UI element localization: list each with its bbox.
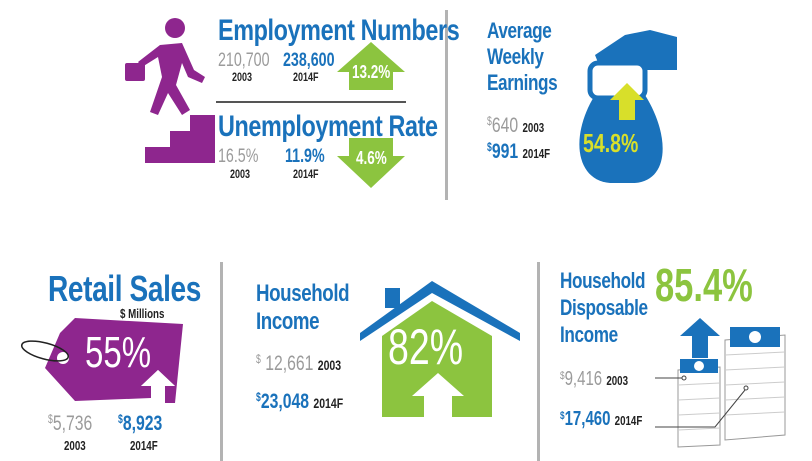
household-title-1: Household bbox=[256, 280, 350, 307]
house-icon bbox=[360, 281, 520, 417]
employment-2014-label: 2014F bbox=[293, 70, 319, 84]
disposable-2014-value: $17,460 2014F bbox=[560, 408, 642, 431]
unemployment-title: Unemployment Rate bbox=[218, 110, 438, 143]
disposable-title-2: Disposable bbox=[560, 295, 648, 320]
currency-symbol: $ bbox=[560, 410, 565, 423]
retail-change: 55% bbox=[85, 328, 152, 377]
earnings-2014-label: 2014F bbox=[522, 146, 551, 161]
callout-lines bbox=[655, 375, 749, 428]
unemployment-2003-value: 16.5% bbox=[218, 146, 259, 167]
disposable-change: 85.4% bbox=[655, 259, 753, 311]
unemployment-change: 4.6% bbox=[356, 148, 387, 168]
currency-symbol: $ bbox=[48, 414, 53, 427]
disposable-title-1: Household bbox=[560, 268, 646, 293]
unemployment-2003-label: 2003 bbox=[230, 167, 251, 181]
employment-title: Employment Numbers bbox=[218, 14, 460, 47]
household-title-2: Income bbox=[256, 308, 320, 335]
earnings-title-1: Average bbox=[487, 18, 552, 43]
retail-title: Retail Sales bbox=[48, 268, 201, 309]
price-tag-icon bbox=[20, 318, 183, 406]
retail-2014-label: 2014F bbox=[130, 438, 158, 453]
retail-2014-amount: 8,923 bbox=[122, 412, 163, 435]
earnings-2003-value: $640 2003 bbox=[487, 114, 544, 138]
employment-2003-value: 210,700 bbox=[218, 50, 270, 71]
disposable-title-3: Income bbox=[560, 322, 618, 347]
employment-2003-label: 2003 bbox=[232, 70, 253, 84]
earnings-2014-amount: 991 bbox=[491, 140, 519, 163]
currency-symbol: $ bbox=[487, 142, 492, 155]
household-2014-amount: 23,048 bbox=[260, 390, 309, 413]
disposable-2003-label: 2003 bbox=[606, 373, 629, 388]
divider-bottom-right bbox=[537, 262, 540, 461]
disposable-2003-amount: 9,416 bbox=[564, 368, 603, 390]
household-change: 82% bbox=[388, 319, 464, 375]
household-2003-value: $ 12,661 2003 bbox=[256, 352, 341, 376]
currency-symbol: $ bbox=[118, 414, 123, 427]
currency-symbol: $ bbox=[256, 354, 261, 367]
section-separator bbox=[216, 101, 406, 103]
household-2003-amount: 12,661 bbox=[265, 352, 314, 375]
disposable-2014-amount: 17,460 bbox=[564, 408, 611, 430]
unemployment-2014-label: 2014F bbox=[293, 167, 319, 181]
employment-2014-value: 238,600 bbox=[283, 50, 335, 71]
down-arrow-icon bbox=[337, 138, 405, 188]
climbing-person-icon bbox=[125, 18, 215, 163]
money-stack-icon bbox=[677, 327, 786, 448]
earnings-2014-value: $991 2014F bbox=[487, 140, 550, 164]
up-arrow-icon bbox=[337, 42, 405, 90]
divider-bottom-left bbox=[220, 262, 223, 461]
disposable-2003-value: $9,416 2003 bbox=[560, 368, 628, 391]
retail-unit: $ Millions bbox=[120, 306, 165, 321]
earnings-title-2: Weekly bbox=[487, 44, 544, 69]
retail-2014-value: $8,923 bbox=[118, 412, 162, 436]
up-arrow-icon bbox=[680, 318, 720, 358]
earnings-title-3: Earnings bbox=[487, 70, 558, 95]
earnings-2003-amount: 640 bbox=[491, 114, 519, 137]
retail-2003-label: 2003 bbox=[64, 438, 86, 453]
retail-2003-amount: 5,736 bbox=[52, 412, 93, 435]
money-bag-hand-icon bbox=[579, 30, 677, 183]
earnings-2003-label: 2003 bbox=[522, 120, 545, 135]
currency-symbol: $ bbox=[256, 392, 261, 405]
household-2003-label: 2003 bbox=[317, 357, 342, 373]
employment-change: 13.2% bbox=[352, 62, 391, 82]
household-2014-label: 2014F bbox=[313, 395, 344, 411]
household-2014-value: $23,048 2014F bbox=[256, 390, 343, 414]
unemployment-2014-value: 11.9% bbox=[285, 146, 325, 167]
currency-symbol: $ bbox=[487, 116, 492, 129]
disposable-2014-label: 2014F bbox=[614, 413, 643, 428]
earnings-change: 54.8% bbox=[583, 128, 639, 158]
divider-top bbox=[445, 10, 448, 200]
retail-2003-value: $5,736 bbox=[48, 412, 92, 436]
currency-symbol: $ bbox=[560, 370, 565, 383]
